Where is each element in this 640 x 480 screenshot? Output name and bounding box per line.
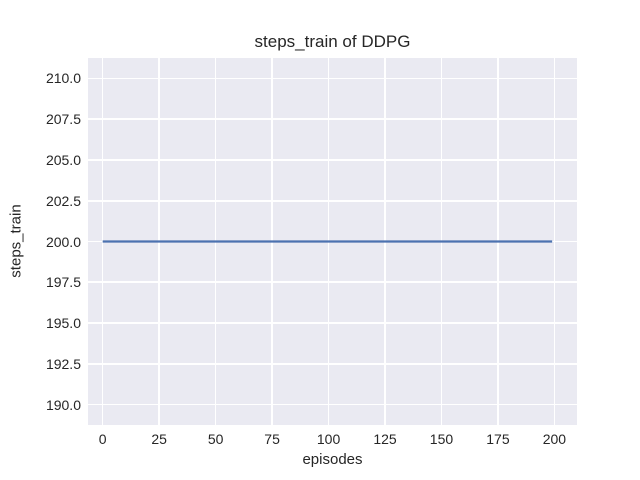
gridline-horizontal xyxy=(88,322,577,324)
x-axis-ticks: 0 25 50 75 100 125 150 175 200 xyxy=(88,431,577,449)
y-tick-label: 210.0 xyxy=(45,70,81,87)
gridline-horizontal xyxy=(88,77,577,80)
x-tick-label: 200 xyxy=(542,431,567,447)
y-tick-label: 205.0 xyxy=(45,151,81,168)
gridline-horizontal xyxy=(88,118,577,120)
gridline-horizontal xyxy=(88,159,577,161)
x-axis-label: episodes xyxy=(302,451,363,468)
y-axis-label: steps_train xyxy=(7,204,25,278)
series-layer xyxy=(88,58,577,425)
y-tick-label: 190.0 xyxy=(45,396,81,413)
x-tick-label: 50 xyxy=(207,431,224,447)
gridline-horizontal xyxy=(88,281,577,284)
y-tick-label: 195.0 xyxy=(45,315,81,332)
chart-title: steps_train of DDPG xyxy=(254,32,411,51)
y-tick-label: 207.5 xyxy=(45,111,81,128)
y-tick-label: 197.5 xyxy=(45,274,81,291)
x-tick-label: 100 xyxy=(316,431,341,447)
y-tick-label: 202.5 xyxy=(45,192,81,209)
x-tick-label: 150 xyxy=(429,431,454,447)
x-tick-label: 25 xyxy=(151,431,167,447)
x-tick-label: 75 xyxy=(264,431,280,447)
gridline-horizontal xyxy=(88,363,577,365)
gridline-horizontal xyxy=(88,199,577,202)
y-axis-ticks: 190.0 192.5 195.0 197.5 200.0 202.5 205.0 207.5… xyxy=(0,58,81,425)
x-tick-label: 175 xyxy=(486,431,510,447)
plot-area xyxy=(88,58,577,425)
x-tick-label: 0 xyxy=(98,431,107,447)
y-tick-label: 192.5 xyxy=(45,355,81,372)
gridline-horizontal xyxy=(88,403,577,406)
x-tick-label: 125 xyxy=(373,431,397,447)
y-tick-label: 200.0 xyxy=(45,233,81,250)
